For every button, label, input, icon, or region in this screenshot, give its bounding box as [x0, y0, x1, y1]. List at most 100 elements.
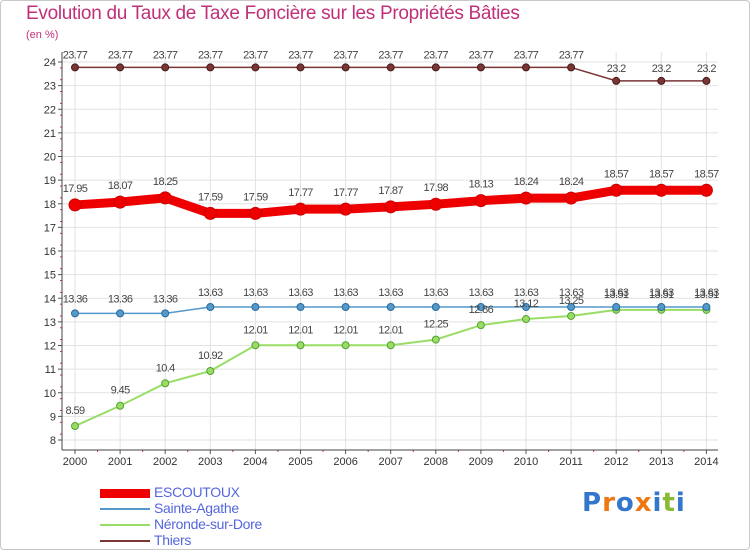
legend-swatch — [100, 524, 150, 526]
data-point-escoutoux — [564, 191, 578, 205]
legend-label: Néronde-sur-Dore — [154, 516, 263, 532]
data-label-sainte-agathe: 13.36 — [63, 293, 88, 305]
y-tick-label: 15 — [44, 270, 56, 282]
data-label-thiers: 23.77 — [153, 49, 178, 61]
data-point-n-ronde-sur-dore — [71, 422, 79, 431]
data-label-sainte-agathe: 13.63 — [288, 287, 313, 299]
legend-swatch — [100, 508, 150, 510]
data-point-thiers — [702, 76, 711, 85]
y-tick-label: 17 — [44, 222, 56, 234]
logo-letter: o — [615, 488, 635, 518]
data-point-n-ronde-sur-dore — [161, 379, 170, 388]
data-label-escoutoux: 18.13 — [469, 179, 494, 191]
series-escoutoux — [68, 183, 713, 220]
y-tick-label: 9 — [50, 411, 56, 423]
legend-swatch — [100, 489, 150, 498]
data-point-thiers — [206, 63, 215, 72]
data-label-escoutoux: 18.57 — [604, 168, 629, 180]
series-thiers — [71, 63, 711, 85]
data-label-n-ronde-sur-dore: 13.51 — [649, 289, 674, 301]
legend-label: ESCOUTOUX — [154, 484, 240, 500]
legend-swatch — [100, 540, 150, 542]
x-tick-label: 2001 — [108, 456, 132, 468]
data-point-sainte-agathe — [386, 302, 395, 311]
data-point-escoutoux — [384, 200, 398, 214]
proxiti-logo: Proxiti — [582, 488, 686, 518]
data-label-escoutoux: 17.59 — [243, 191, 268, 203]
data-point-thiers — [71, 63, 79, 72]
data-point-thiers — [161, 63, 170, 72]
y-tick-label: 16 — [44, 246, 56, 258]
y-tick-label: 21 — [44, 128, 56, 140]
data-label-n-ronde-sur-dore: 12.25 — [424, 319, 449, 331]
x-tick-label: 2011 — [559, 456, 583, 468]
x-tick-label: 2003 — [198, 456, 222, 468]
data-label-n-ronde-sur-dore: 12.01 — [243, 324, 268, 336]
data-label-sainte-agathe: 13.63 — [378, 287, 403, 299]
data-label-n-ronde-sur-dore: 12.01 — [288, 324, 313, 336]
data-point-n-ronde-sur-dore — [567, 311, 576, 320]
data-label-thiers: 23.77 — [514, 49, 539, 61]
data-label-escoutoux: 18.24 — [514, 176, 539, 188]
data-label-escoutoux: 18.57 — [694, 168, 719, 180]
data-label-thiers: 23.77 — [424, 49, 449, 61]
legend-label: Sainte-Agathe — [154, 500, 239, 516]
data-label-n-ronde-sur-dore: 9.45 — [111, 385, 130, 397]
data-label-n-ronde-sur-dore: 8.59 — [65, 405, 84, 417]
data-label-escoutoux: 17.59 — [198, 191, 223, 203]
y-tick-label: 19 — [44, 175, 56, 187]
y-tick-label: 22 — [44, 104, 56, 116]
data-point-thiers — [431, 63, 440, 72]
data-point-thiers — [386, 63, 395, 72]
y-axis-unit-label: (en %) — [26, 29, 59, 41]
data-label-n-ronde-sur-dore: 13.51 — [694, 289, 719, 301]
x-tick-label: 2013 — [649, 456, 673, 468]
y-tick-label: 10 — [44, 388, 56, 400]
data-label-sainte-agathe: 13.63 — [604, 287, 629, 299]
data-point-sainte-agathe — [567, 302, 576, 311]
data-point-thiers — [341, 63, 350, 72]
data-point-thiers — [657, 76, 666, 85]
data-point-n-ronde-sur-dore — [431, 335, 440, 344]
x-tick-label: 2010 — [514, 456, 538, 468]
x-tick-label: 2009 — [469, 456, 493, 468]
x-tick-label: 2004 — [243, 456, 267, 468]
data-label-n-ronde-sur-dore: 13.25 — [559, 295, 584, 307]
data-point-sainte-agathe — [116, 309, 125, 318]
data-point-escoutoux — [519, 191, 533, 205]
logo-letter: i — [652, 488, 663, 518]
data-label-thiers: 23.77 — [198, 49, 223, 61]
y-tick-label: 14 — [44, 293, 56, 305]
data-label-sainte-agathe: 13.63 — [694, 287, 719, 299]
series-n-ronde-sur-dore — [71, 305, 711, 431]
data-point-sainte-agathe — [476, 302, 485, 311]
data-point-escoutoux — [339, 202, 353, 216]
x-tick-label: 2012 — [604, 456, 628, 468]
data-label-thiers: 23.77 — [63, 49, 88, 61]
data-point-escoutoux — [699, 183, 713, 197]
data-label-n-ronde-sur-dore: 10.92 — [198, 350, 223, 362]
data-label-sainte-agathe: 13.63 — [198, 287, 223, 299]
data-point-thiers — [612, 76, 621, 85]
data-label-thiers: 23.77 — [333, 49, 358, 61]
data-label-n-ronde-sur-dore: 12.86 — [469, 304, 494, 316]
y-tick-label: 13 — [44, 317, 56, 329]
data-label-escoutoux: 18.07 — [108, 180, 133, 192]
data-point-escoutoux — [474, 194, 488, 208]
data-point-sainte-agathe — [71, 309, 79, 318]
y-tick-label: 24 — [44, 57, 56, 69]
data-label-n-ronde-sur-dore: 13.51 — [604, 289, 629, 301]
x-tick-label: 2000 — [63, 456, 87, 468]
logo-letter: t — [662, 488, 676, 518]
data-point-n-ronde-sur-dore — [296, 341, 305, 350]
data-point-sainte-agathe — [341, 302, 350, 311]
data-label-n-ronde-sur-dore: 13.12 — [514, 298, 539, 310]
data-label-sainte-agathe: 13.63 — [649, 287, 674, 299]
data-label-escoutoux: 17.87 — [378, 185, 403, 197]
data-point-sainte-agathe — [612, 302, 621, 311]
data-point-thiers — [522, 63, 530, 72]
data-point-n-ronde-sur-dore — [206, 367, 215, 376]
data-point-escoutoux — [203, 206, 217, 220]
y-tick-label: 20 — [44, 152, 56, 164]
data-point-escoutoux — [248, 206, 262, 220]
